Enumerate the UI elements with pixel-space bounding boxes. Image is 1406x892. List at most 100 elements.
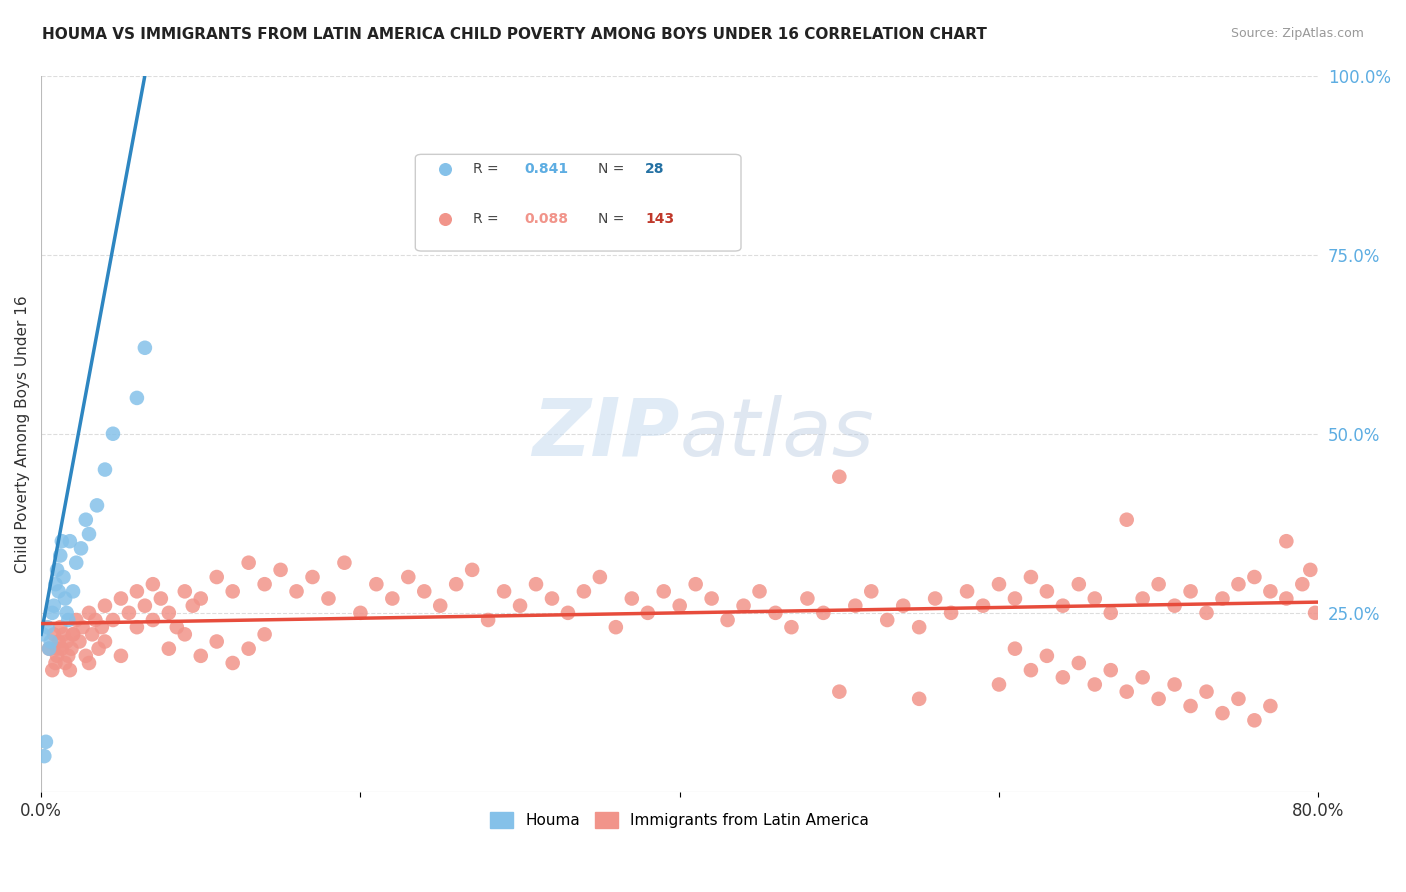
Point xyxy=(780,620,803,634)
Point xyxy=(94,599,117,613)
Point xyxy=(1275,534,1298,549)
Point xyxy=(876,613,898,627)
Point xyxy=(46,641,69,656)
Point xyxy=(49,620,72,634)
Point xyxy=(813,606,835,620)
Text: Source: ZipAtlas.com: Source: ZipAtlas.com xyxy=(1230,27,1364,40)
Point xyxy=(301,570,323,584)
Point xyxy=(988,677,1011,691)
Point xyxy=(87,641,110,656)
Point xyxy=(51,534,73,549)
Point xyxy=(253,577,276,591)
Point xyxy=(1163,599,1185,613)
Point xyxy=(221,656,243,670)
Point xyxy=(65,556,87,570)
Y-axis label: Child Poverty Among Boys Under 16: Child Poverty Among Boys Under 16 xyxy=(15,295,30,573)
Point xyxy=(1147,577,1170,591)
Point xyxy=(48,634,70,648)
Point xyxy=(46,563,69,577)
Point xyxy=(461,563,484,577)
Point xyxy=(134,341,156,355)
Point xyxy=(31,627,53,641)
Point xyxy=(349,606,371,620)
Point xyxy=(37,620,59,634)
Point xyxy=(908,620,931,634)
Point xyxy=(70,541,93,556)
Point xyxy=(110,591,132,606)
Point xyxy=(494,584,516,599)
Point xyxy=(125,620,148,634)
Point xyxy=(101,426,124,441)
Point xyxy=(55,606,77,620)
Point xyxy=(118,606,141,620)
Point xyxy=(41,663,63,677)
Point xyxy=(62,584,84,599)
Point xyxy=(125,584,148,599)
Text: R =: R = xyxy=(472,161,503,176)
Point xyxy=(1180,698,1202,713)
Point xyxy=(181,599,204,613)
Point xyxy=(1084,591,1107,606)
Point xyxy=(534,211,557,226)
Point xyxy=(796,591,818,606)
Point xyxy=(668,599,690,613)
Point xyxy=(1227,691,1250,706)
Point xyxy=(733,599,755,613)
Text: ZIP: ZIP xyxy=(533,395,679,473)
Point xyxy=(1052,670,1074,684)
Point xyxy=(891,599,914,613)
Point xyxy=(605,620,627,634)
Point xyxy=(1211,591,1233,606)
Point xyxy=(38,641,60,656)
Point xyxy=(1147,691,1170,706)
Point xyxy=(285,584,308,599)
Point xyxy=(39,634,62,648)
Point xyxy=(1291,577,1313,591)
Point xyxy=(748,584,770,599)
Point xyxy=(94,462,117,476)
Text: 28: 28 xyxy=(645,161,665,176)
Point xyxy=(700,591,723,606)
Point xyxy=(75,513,97,527)
Point xyxy=(157,641,180,656)
Point xyxy=(652,584,675,599)
Point xyxy=(939,606,962,620)
Point xyxy=(52,627,75,641)
Point xyxy=(924,591,946,606)
Point xyxy=(1195,606,1218,620)
Point xyxy=(1132,591,1154,606)
Point xyxy=(77,656,100,670)
Point xyxy=(173,584,195,599)
Point xyxy=(1275,591,1298,606)
Point xyxy=(75,648,97,663)
Point xyxy=(828,684,851,698)
Point xyxy=(51,641,73,656)
Point xyxy=(67,634,90,648)
Point xyxy=(637,606,659,620)
Point xyxy=(62,627,84,641)
Point xyxy=(1036,584,1059,599)
Point xyxy=(53,656,76,670)
Point xyxy=(84,613,107,627)
Text: 0.841: 0.841 xyxy=(524,161,568,176)
Point xyxy=(157,606,180,620)
Text: N =: N = xyxy=(598,211,628,226)
Point xyxy=(52,570,75,584)
Point xyxy=(34,749,56,764)
Point xyxy=(110,648,132,663)
Point xyxy=(238,641,260,656)
Point xyxy=(1303,606,1326,620)
Point xyxy=(142,613,165,627)
Point xyxy=(1099,663,1122,677)
Point xyxy=(142,577,165,591)
Point xyxy=(1260,698,1282,713)
Point xyxy=(1036,648,1059,663)
Point xyxy=(366,577,388,591)
Point xyxy=(1067,656,1090,670)
Point xyxy=(65,613,87,627)
Point xyxy=(1299,563,1322,577)
Point xyxy=(77,527,100,541)
Point xyxy=(1211,706,1233,720)
Point xyxy=(1260,584,1282,599)
Point xyxy=(53,591,76,606)
